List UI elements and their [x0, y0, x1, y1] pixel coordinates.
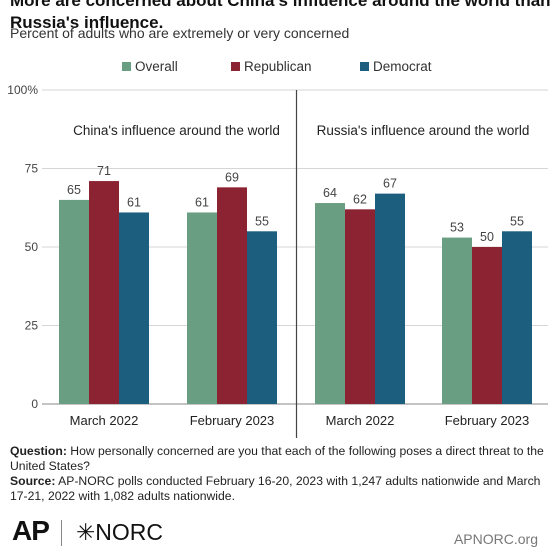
- chart-subtitle: Percent of adults who are extremely or v…: [10, 25, 350, 41]
- bar: [217, 187, 247, 404]
- bar-value-label: 61: [195, 195, 209, 209]
- bar-value-label: 64: [323, 186, 337, 200]
- legend-swatch: [231, 62, 240, 71]
- x-category-label: February 2023: [190, 413, 275, 428]
- bar-value-label: 55: [255, 214, 269, 228]
- chart-title: More are concerned about China's influen…: [10, 0, 550, 34]
- logo-divider: [61, 520, 62, 546]
- legend-label: Democrat: [373, 59, 432, 74]
- bar: [59, 199, 89, 404]
- bar-value-label: 71: [97, 164, 111, 178]
- norc-logo-text: NORC: [95, 519, 164, 545]
- source-label: Source:: [10, 474, 56, 488]
- question-text: How personally concerned are you that ea…: [10, 444, 544, 473]
- y-tick-label: 50: [25, 240, 39, 254]
- bar: [442, 237, 472, 404]
- bar-value-label: 61: [127, 195, 141, 209]
- site-url: APNORC.org: [453, 531, 538, 547]
- panel-title: China's influence around the world: [73, 123, 280, 138]
- y-tick-label: 100%: [7, 83, 38, 97]
- bar: [89, 181, 119, 404]
- bar-chart: 0 25 50 75 100% Overall Republican Democrat Chin…: [7, 59, 548, 438]
- legend-label: Overall: [135, 59, 178, 74]
- legend-swatch: [360, 62, 369, 71]
- bar: [119, 212, 149, 404]
- bar-value-label: 62: [353, 192, 367, 206]
- y-tick-label: 25: [25, 319, 39, 333]
- bar-value-label: 53: [450, 221, 464, 235]
- legend-label: Republican: [244, 59, 312, 74]
- panel-title: Russia's influence around the world: [317, 123, 530, 138]
- bar-value-label: 50: [480, 230, 494, 244]
- bar: [345, 209, 375, 404]
- y-tick-label: 0: [31, 397, 38, 411]
- chart-title-line-2: Russia's influence.: [10, 13, 164, 32]
- question-label: Question:: [10, 444, 67, 458]
- x-category-label: March 2022: [70, 413, 139, 428]
- bar: [247, 231, 277, 404]
- bar: [472, 247, 502, 404]
- source-note: Source: AP-NORC polls conducted February…: [10, 474, 545, 504]
- bar: [187, 212, 217, 404]
- norc-star-icon: ✳: [76, 519, 96, 545]
- norc-logo: ✳NORC: [76, 519, 163, 546]
- ap-logo: AP: [12, 515, 50, 546]
- bar: [502, 231, 532, 404]
- source-text: AP-NORC polls conducted February 16-20, …: [10, 474, 541, 503]
- bar-value-label: 67: [383, 177, 397, 191]
- bar: [375, 193, 405, 404]
- bar-value-label: 55: [510, 214, 524, 228]
- bar-value-label: 65: [67, 183, 81, 197]
- bar: [315, 203, 345, 404]
- question-note: Question: How personally concerned are y…: [10, 444, 545, 474]
- x-category-label: March 2022: [326, 413, 395, 428]
- x-category-label: February 2023: [445, 413, 530, 428]
- chart-footer: Question: How personally concerned are y…: [10, 444, 545, 504]
- y-tick-label: 75: [25, 162, 39, 176]
- chart-title-line-1: More are concerned about China's influen…: [10, 0, 550, 10]
- legend-swatch: [122, 62, 131, 71]
- bar-value-label: 69: [225, 170, 239, 184]
